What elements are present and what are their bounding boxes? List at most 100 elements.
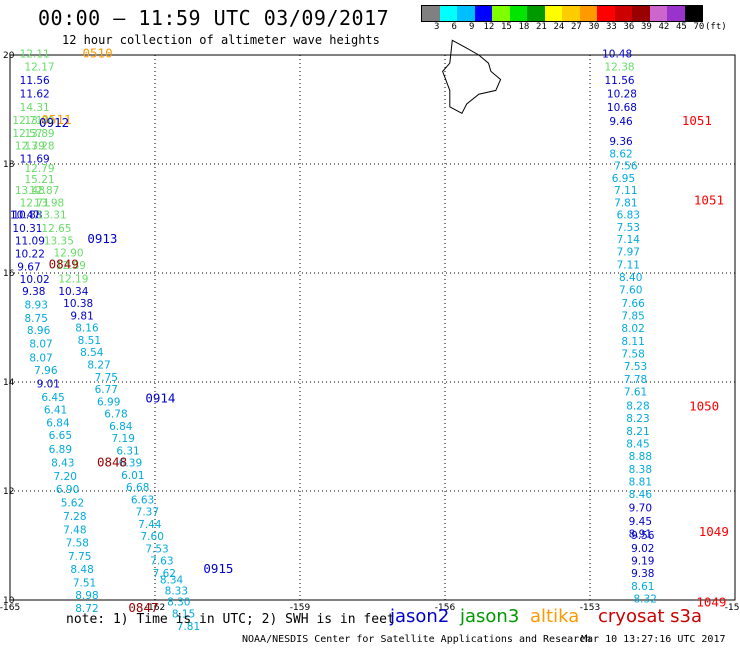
colorbar-label: 21: [536, 22, 547, 32]
lat-tick-label: 14: [3, 378, 15, 388]
wave-height-value: 7.81: [177, 621, 200, 633]
wave-height-value: 13.00: [25, 115, 55, 127]
pass-time-label: 1049: [699, 524, 729, 539]
colorbar-label: 24: [553, 22, 565, 32]
colorbar-swatch: [579, 6, 597, 21]
colorbar-label: 3: [434, 22, 440, 32]
wave-height-value: 9.19: [631, 556, 654, 568]
wave-height-value: 8.23: [626, 413, 649, 425]
wave-height-value: 6.68: [126, 482, 149, 494]
lat-tick-label: 12: [3, 487, 14, 497]
pass-time-label: 1051: [694, 192, 724, 207]
wave-height-value: 8.07: [29, 352, 52, 364]
wave-height-value: 8.27: [87, 359, 110, 371]
colorbar-swatch: [439, 6, 457, 21]
colorbar-label: 30: [588, 22, 600, 32]
colorbar-label: 45: [676, 22, 687, 32]
colorbar-swatch: [597, 6, 615, 21]
wave-height-value: 8.93: [25, 299, 48, 311]
pass-time-label: 0510: [83, 46, 113, 61]
wave-height-value: 12.71: [12, 115, 42, 127]
legend-item-altika: altika: [530, 606, 580, 627]
wave-height-value: 10.34: [58, 286, 88, 298]
wave-height-value: 8.07: [29, 339, 52, 351]
colorbar-label: 12: [483, 22, 495, 32]
lat-tick-label: 10: [3, 596, 15, 606]
wave-height-value: 11.09: [15, 236, 45, 248]
lon-tick-label: -153: [580, 603, 600, 613]
colorbar: [421, 5, 703, 22]
colorbar-label: 70: [693, 22, 705, 32]
wave-height-value: 9.81: [70, 310, 93, 322]
lon-tick-label: -156: [435, 603, 456, 613]
wave-height-value: 8.21: [626, 426, 649, 438]
wave-height-value: 11.69: [20, 153, 50, 165]
colorbar-label: 9: [469, 22, 475, 32]
colorbar-label: 15: [501, 22, 512, 32]
lon-tick-label: -165: [0, 603, 20, 613]
wave-height-value: 6.83: [617, 210, 640, 222]
wave-height-value: 8.91: [629, 528, 652, 540]
wave-height-value: 13.48: [15, 185, 45, 197]
wave-height-value: 10.02: [20, 274, 50, 286]
wave-height-value: 8.61: [631, 581, 654, 593]
map-title: 00:00 – 11:59 UTC 03/09/2017: [38, 6, 390, 30]
pass-time-label: 0511: [41, 112, 71, 127]
wave-height-value: 8.34: [160, 575, 184, 587]
wave-height-value: 8.28: [626, 400, 649, 412]
wave-height-value: 13.35: [44, 236, 74, 248]
legend-item-jason3: jason3: [460, 606, 520, 627]
colorbar-label: 39: [641, 22, 652, 32]
wave-height-value: 9.67: [17, 261, 40, 273]
wave-height-value: 8.02: [621, 323, 644, 335]
wave-height-value: 9.45: [629, 516, 652, 528]
wave-height-value: 8.96: [27, 325, 51, 337]
wave-height-value: 11.56: [20, 75, 50, 87]
wave-height-value: 7.58: [621, 348, 644, 360]
wave-height-value: 8.38: [629, 464, 652, 476]
wave-height-value: 7.85: [621, 310, 644, 322]
pass-time-label: 0914: [145, 391, 175, 406]
wave-height-value: 12.71: [20, 198, 50, 210]
wave-height-value: 7.20: [54, 471, 77, 483]
pass-time-label: 1051: [682, 113, 712, 128]
wave-height-value: 12.11: [20, 49, 50, 61]
wave-height-value: 7.58: [66, 538, 89, 550]
wave-height-value: 5.62: [61, 497, 84, 509]
wave-height-value: 9.46: [609, 116, 633, 128]
wave-height-value: 7.53: [624, 361, 647, 373]
wave-height-value: 8.11: [621, 336, 644, 348]
wave-height-value: 7.53: [617, 222, 640, 234]
credit-text: NOAA/NESDIS Center for Satellite Applica…: [242, 634, 592, 645]
wave-height-value: 7.63: [150, 556, 173, 568]
pass-time-label: 0913: [87, 231, 117, 246]
wave-height-value: 7.56: [614, 160, 638, 172]
wave-height-value: 7.11: [614, 185, 637, 197]
pass-time-label: 0912: [39, 115, 69, 130]
wave-height-value: 7.51: [73, 577, 96, 589]
lon-tick-label: -162: [145, 603, 165, 613]
wave-height-value: 7.78: [624, 374, 647, 386]
pass-time-label: 0847: [128, 600, 158, 615]
wave-height-value: 6.39: [119, 457, 142, 469]
wave-height-value: 10.38: [63, 298, 93, 310]
wave-height-value: 8.48: [70, 564, 93, 576]
colorbar-swatch: [544, 6, 562, 21]
colorbar-label: 18: [518, 22, 530, 32]
wave-height-value: 12.79: [25, 163, 55, 175]
colorbar-label: 36: [623, 22, 635, 32]
wave-height-value: 10.28: [607, 89, 637, 101]
wave-height-value: 8.40: [619, 272, 642, 284]
colorbar-label: (ft): [705, 22, 727, 32]
map-frame: [9, 54, 736, 601]
wave-height-value: 7.75: [68, 551, 91, 563]
wave-height-value: 6.84: [109, 421, 133, 433]
pass-time-label: 0848: [97, 454, 127, 469]
wave-height-value: 8.81: [629, 477, 652, 489]
colorbar-swatch: [509, 6, 527, 21]
wave-height-value: 10.68: [607, 102, 637, 114]
wave-height-value: 8.51: [78, 335, 101, 347]
wave-height-value: 6.89: [49, 444, 72, 456]
wave-height-value: 8.46: [629, 489, 653, 501]
